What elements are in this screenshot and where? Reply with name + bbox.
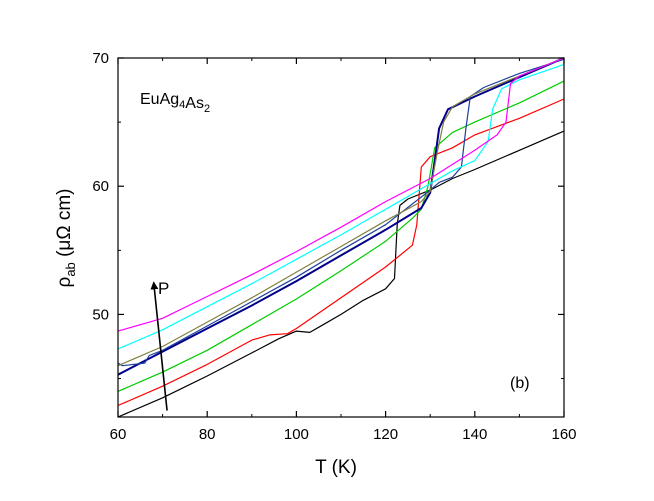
pressure-arrow-label: P	[158, 279, 169, 298]
compound-label: EuAg4As2	[140, 91, 210, 115]
series-line-1	[117, 130, 565, 418]
pressure-arrow	[150, 281, 168, 411]
x-axis-title: T (K)	[315, 457, 357, 478]
x-tick-label: 120	[373, 426, 398, 443]
x-tick-label: 140	[462, 426, 487, 443]
compound-part: Eu	[140, 91, 160, 108]
y-title-symbol: ρ	[54, 276, 75, 287]
series-line-4	[117, 57, 565, 376]
x-tick-label: 80	[199, 426, 216, 443]
axis-layer: 60 80 100 120 140 160 50 60 70	[92, 50, 576, 443]
compound-subscript: 4	[179, 99, 185, 111]
series-line-3	[117, 80, 565, 392]
x-tick-label: 60	[110, 426, 127, 443]
series-line-6	[117, 57, 565, 367]
y-title-unit: (μΩ cm)	[54, 189, 75, 263]
series-line-7	[117, 63, 565, 350]
x-tick-label: 100	[284, 426, 309, 443]
y-title-subscript: ab	[63, 262, 78, 276]
y-axis-title: ρab (μΩ cm)	[54, 189, 78, 288]
y-tick-label: 60	[92, 178, 109, 195]
compound-subscript: 2	[204, 103, 210, 115]
series-line-2	[117, 98, 565, 407]
compound-part: As	[185, 95, 204, 112]
compound-part: Ag	[160, 91, 180, 108]
y-tick-label: 50	[92, 306, 109, 323]
series-line-8	[117, 57, 565, 332]
x-tick-label: 160	[551, 426, 576, 443]
y-tick-label: 70	[92, 50, 109, 67]
label-layer: EuAg4As2 (b) T (K) ρab (μΩ cm) P	[54, 91, 530, 478]
series-layer	[117, 57, 565, 418]
panel-label: (b)	[510, 375, 530, 392]
